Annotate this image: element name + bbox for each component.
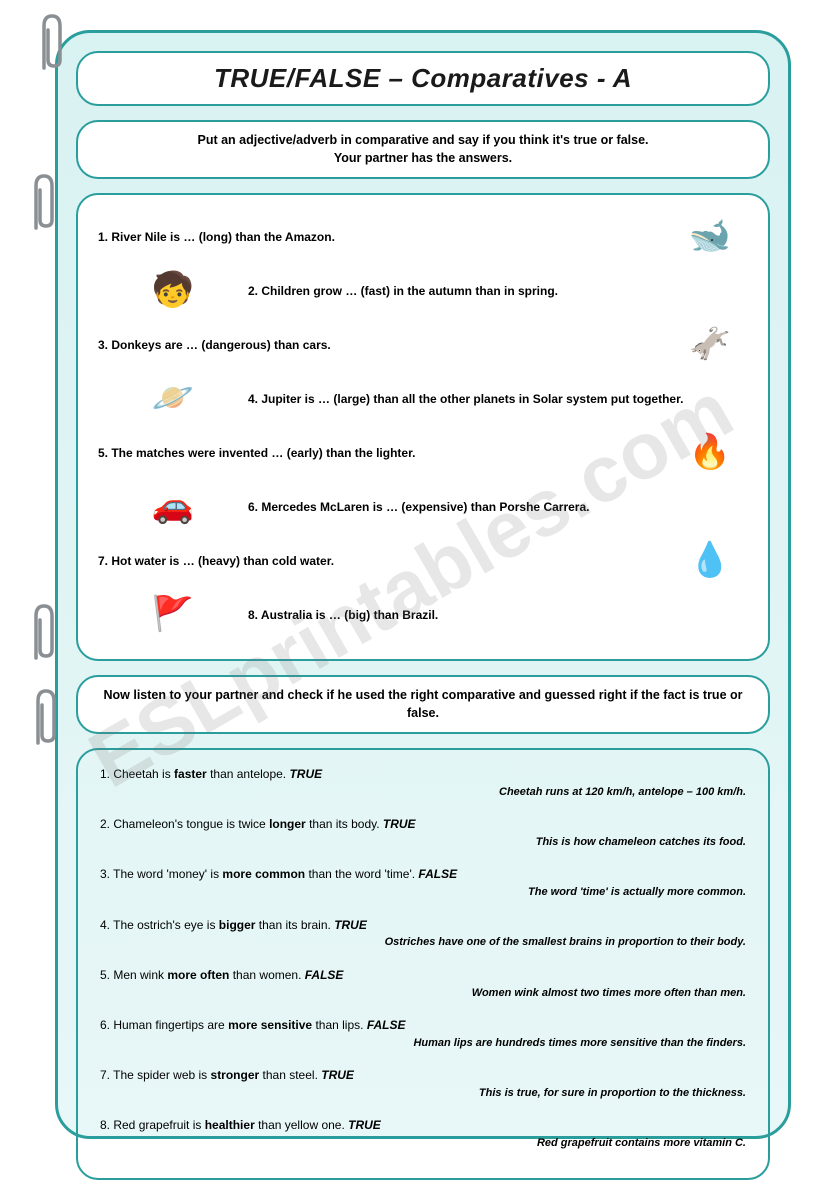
question-icon: 🪐 — [145, 375, 201, 423]
answer-item: 3. The word 'money' is more common than … — [100, 866, 746, 900]
answer-statement: 3. The word 'money' is more common than … — [100, 866, 746, 883]
answer-statement: 8. Red grapefruit is healthier than yell… — [100, 1117, 746, 1134]
paperclip-icon — [30, 10, 74, 80]
question-row: 🪐 4. Jupiter is … (large) than all the ot… — [98, 375, 748, 423]
title-panel: TRUE/FALSE – Comparatives - A — [76, 51, 770, 106]
question-text: 7. Hot water is … (heavy) than cold wate… — [98, 553, 672, 570]
question-text: 5. The matches were invented … (early) t… — [98, 445, 672, 462]
question-row: 🧒 2. Children grow … (fast) in the autumn… — [98, 267, 748, 315]
answer-note: Red grapefruit contains more vitamin C. — [100, 1136, 746, 1151]
question-text: 1. River Nile is … (long) than the Amazo… — [98, 229, 672, 246]
question-icon: 💧 — [682, 537, 738, 585]
question-row: 7. Hot water is … (heavy) than cold wate… — [98, 537, 748, 585]
question-row: 🚗 6. Mercedes McLaren is … (expensive) th… — [98, 483, 748, 531]
answer-note: Women wink almost two times more often t… — [100, 986, 746, 1001]
answer-note: Human lips are hundreds times more sensi… — [100, 1036, 746, 1051]
question-icon: 🫏 — [682, 321, 738, 369]
instruction-mid-text: Now listen to your partner and check if … — [103, 688, 742, 720]
answer-statement: 2. Chameleon's tongue is twice longer th… — [100, 816, 746, 833]
answer-note: This is true, for sure in proportion to … — [100, 1086, 746, 1101]
answer-statement: 4. The ostrich's eye is bigger than its … — [100, 917, 746, 934]
question-row: 🚩 8. Australia is … (big) than Brazil. — [98, 591, 748, 639]
answers-panel: 1. Cheetah is faster than antelope. TRUE… — [76, 748, 770, 1180]
answer-item: 5. Men wink more often than women. FALSE… — [100, 967, 746, 1001]
paperclip-icon — [22, 170, 66, 240]
answer-note: Cheetah runs at 120 km/h, antelope – 100… — [100, 785, 746, 800]
answer-item: 2. Chameleon's tongue is twice longer th… — [100, 816, 746, 850]
question-row: 3. Donkeys are … (dangerous) than cars. 🫏 — [98, 321, 748, 369]
questions-panel: 1. River Nile is … (long) than the Amazo… — [76, 193, 770, 661]
answer-item: 8. Red grapefruit is healthier than yell… — [100, 1117, 746, 1151]
question-icon: 🔥 — [682, 429, 738, 477]
answer-note: The word 'time' is actually more common. — [100, 885, 746, 900]
answer-note: This is how chameleon catches its food. — [100, 835, 746, 850]
answer-item: 7. The spider web is stronger than steel… — [100, 1067, 746, 1101]
paperclip-icon — [22, 600, 66, 670]
answer-item: 1. Cheetah is faster than antelope. TRUE… — [100, 766, 746, 800]
instruction-top-text: Put an adjective/adverb in comparative a… — [197, 133, 648, 165]
instruction-mid: Now listen to your partner and check if … — [76, 675, 770, 734]
answer-note: Ostriches have one of the smallest brain… — [100, 935, 746, 950]
question-icon: 🚗 — [145, 483, 201, 531]
answer-statement: 1. Cheetah is faster than antelope. TRUE — [100, 766, 746, 783]
question-text: 8. Australia is … (big) than Brazil. — [248, 607, 748, 624]
answer-statement: 7. The spider web is stronger than steel… — [100, 1067, 746, 1084]
answer-item: 4. The ostrich's eye is bigger than its … — [100, 917, 746, 951]
instruction-top: Put an adjective/adverb in comparative a… — [76, 120, 770, 179]
question-icon: 🐋 — [682, 213, 738, 261]
answer-item: 6. Human fingertips are more sensitive t… — [100, 1017, 746, 1051]
worksheet-frame: TRUE/FALSE – Comparatives - A Put an adj… — [55, 30, 791, 1139]
question-text: 2. Children grow … (fast) in the autumn … — [248, 283, 748, 300]
question-text: 3. Donkeys are … (dangerous) than cars. — [98, 337, 672, 354]
question-text: 6. Mercedes McLaren is … (expensive) tha… — [248, 499, 748, 516]
question-row: 1. River Nile is … (long) than the Amazo… — [98, 213, 748, 261]
answer-statement: 6. Human fingertips are more sensitive t… — [100, 1017, 746, 1034]
question-icon: 🚩 — [145, 591, 201, 639]
answer-statement: 5. Men wink more often than women. FALSE — [100, 967, 746, 984]
question-text: 4. Jupiter is … (large) than all the oth… — [248, 391, 748, 408]
paperclip-icon — [24, 685, 68, 755]
question-row: 5. The matches were invented … (early) t… — [98, 429, 748, 477]
page-title: TRUE/FALSE – Comparatives - A — [98, 63, 748, 94]
question-icon: 🧒 — [145, 267, 201, 315]
